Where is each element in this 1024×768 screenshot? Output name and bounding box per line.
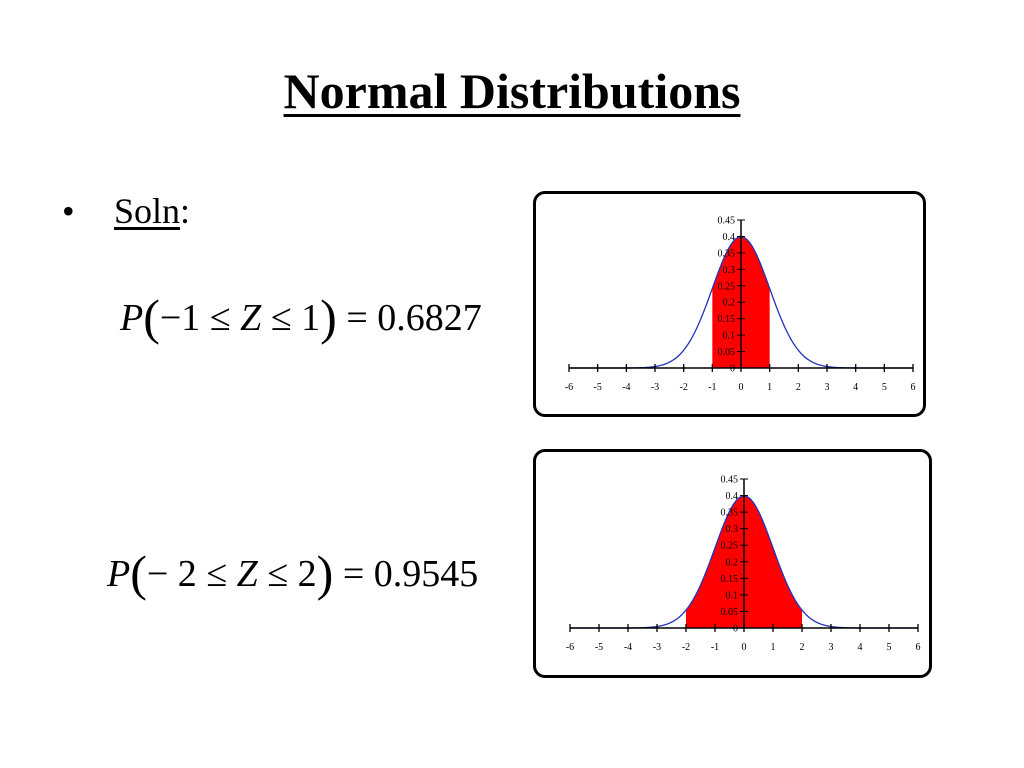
normal-chart-1: -6 -5 -4 -3 -2 -1 0 1 2 3 4 5 6 0 0.05 0.1 0.15 0.2 0.25 0.… [533,191,926,417]
y-tick-label: 0.4 [723,232,736,243]
eq-upper: 2 [297,553,317,595]
eq-equals: = [342,553,365,595]
bullet-symbol: • [62,191,75,231]
eq-equals: = [346,297,368,339]
y-tick-label: 0.35 [718,248,736,259]
x-tick-label: 5 [882,382,887,393]
eq-p: P [120,297,144,339]
eq-rparen: ) [316,545,334,601]
equation-1: P(−1 ≤ Z ≤ 1) = 0.6827 [120,288,482,346]
y-tick-label: 0.1 [723,331,736,342]
eq-value: 0.6827 [377,297,482,339]
bullet-suffix: : [180,191,191,231]
x-tick-label: -1 [711,642,719,653]
y-tick-label: 0.05 [721,607,739,618]
x-tick-label: 3 [825,382,830,393]
y-tick-label: 0.3 [723,265,736,276]
y-tick-label: 0.1 [726,590,739,601]
y-tick-label: 0.3 [726,524,739,535]
eq-le: ≤ [206,553,228,595]
x-tick-label: -1 [708,382,716,393]
eq-lparen: ( [143,289,160,345]
eq-le: ≤ [209,297,231,339]
y-tick-label: 0.15 [718,314,736,325]
bullet-label: Soln [114,191,181,231]
y-tick-label: 0 [730,364,735,375]
eq-z: Z [236,553,258,595]
eq-p: P [107,553,131,595]
x-tick-label: 0 [742,642,747,653]
normal-chart-2: -6 -5 -4 -3 -2 -1 0 1 2 3 4 5 6 0 0.05 0.1 0.15 0.2 0.25 0.… [533,449,932,678]
y-tick-label: 0.4 [726,491,739,502]
y-tick-label: 0.15 [721,574,739,585]
x-tick-label: -5 [593,382,601,393]
x-tick-label: 5 [887,642,892,653]
bullet-item: • Soln: [62,190,190,232]
x-tick-label: 6 [916,642,921,653]
x-tick-label: -2 [682,642,690,653]
x-tick-label: -4 [622,382,630,393]
eq-le: ≤ [267,553,289,595]
x-tick-label: -4 [624,642,632,653]
y-tick-label: 0.25 [718,281,736,292]
eq-value: 0.9545 [373,553,479,595]
x-tick-label: -6 [566,642,574,653]
chart-svg: -6 -5 -4 -3 -2 -1 0 1 2 3 4 5 6 0 0.05 0.1 0.15 0.2 0.25 0.… [566,475,921,654]
y-tick-label: 0.45 [718,216,736,227]
x-tick-label: -6 [565,382,573,393]
x-tick-label: 3 [829,642,834,653]
x-tick-label: -3 [651,382,659,393]
page-title: Normal Distributions [283,63,741,119]
x-tick-label: 1 [767,382,772,393]
x-tick-label: -5 [595,642,603,653]
eq-rparen: ) [320,289,337,345]
eq-upper: 1 [301,297,321,339]
x-tick-label: 4 [858,642,863,653]
x-tick-label: 6 [911,382,916,393]
x-tick-label: -2 [679,382,687,393]
eq-z: Z [240,297,262,339]
y-tick-label: 0.45 [721,475,739,486]
x-tick-label: 1 [771,642,776,653]
y-tick-label: 0.2 [723,298,736,309]
eq-lower: − 2 [146,553,197,595]
x-tick-label: 4 [853,382,858,393]
eq-lparen: ( [130,545,147,601]
eq-le: ≤ [270,297,292,339]
x-tick-label: 2 [800,642,805,653]
y-tick-label: 0.35 [721,508,739,519]
x-tick-label: 0 [739,382,744,393]
y-tick-label: 0.2 [726,557,739,568]
chart-svg: -6 -5 -4 -3 -2 -1 0 1 2 3 4 5 6 0 0.05 0.1 0.15 0.2 0.25 0.… [565,216,916,394]
y-tick-label: 0.25 [721,541,739,552]
equation-2: P(− 2 ≤ Z ≤ 2) = 0.9545 [107,544,478,602]
x-tick-label: -3 [653,642,661,653]
y-tick-label: 0 [733,624,738,635]
y-tick-label: 0.05 [718,347,736,358]
x-tick-label: 2 [796,382,801,393]
eq-lower: −1 [159,297,201,339]
